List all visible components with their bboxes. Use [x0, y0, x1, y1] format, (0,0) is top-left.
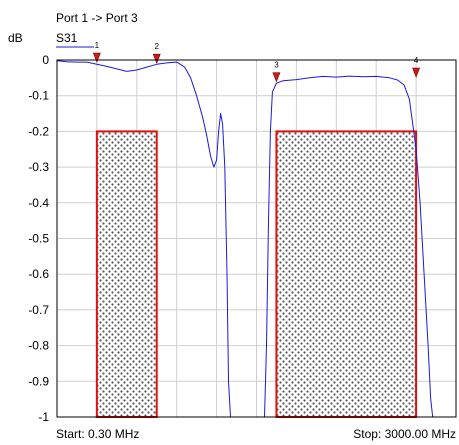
- y-tick-label: -1: [38, 410, 49, 424]
- y-tick-label: -0.9: [28, 374, 49, 388]
- y-axis-label: dB: [8, 31, 23, 45]
- marker-label: 4: [414, 56, 419, 65]
- marker-label: 2: [154, 42, 159, 51]
- marker-triangle: [272, 72, 281, 83]
- chart-title: Port 1 -> Port 3: [56, 11, 138, 25]
- mask-regions: [95, 130, 418, 418]
- y-tick-label: -0.3: [28, 160, 49, 174]
- marker-triangle: [412, 67, 421, 78]
- stop-frequency-label: Stop: 3000.00 MHz: [353, 427, 456, 441]
- traces: [56, 60, 456, 418]
- marker-triangle: [152, 53, 161, 64]
- start-frequency-label: Start: 0.30 MHz: [56, 427, 139, 441]
- mask-region: [275, 130, 418, 418]
- y-tick-label: -0.7: [28, 303, 49, 317]
- series-line-s31: [56, 60, 456, 418]
- y-tick-label: -0.1: [28, 89, 49, 103]
- marker-triangle: [92, 52, 101, 63]
- legend-series-name: S31: [56, 31, 78, 45]
- y-tick-label: -0.4: [28, 196, 49, 210]
- y-tick-label: -0.6: [28, 267, 49, 281]
- y-tick-labels: 0 -0.1 -0.2 -0.3 -0.4 -0.5 -0.6 -0.7 -0.8 -0.9 -1: [28, 53, 49, 424]
- y-tick-label: 0: [42, 53, 49, 67]
- marker-label: 3: [274, 61, 279, 70]
- marker-label: 1: [95, 41, 100, 50]
- mask-region: [95, 130, 158, 418]
- y-tick-label: -0.5: [28, 232, 49, 246]
- plot-frame: [56, 59, 457, 418]
- markers: 1 2 3 4: [92, 41, 421, 83]
- y-tick-label: -0.8: [28, 339, 49, 353]
- y-tick-label: -0.2: [28, 124, 49, 138]
